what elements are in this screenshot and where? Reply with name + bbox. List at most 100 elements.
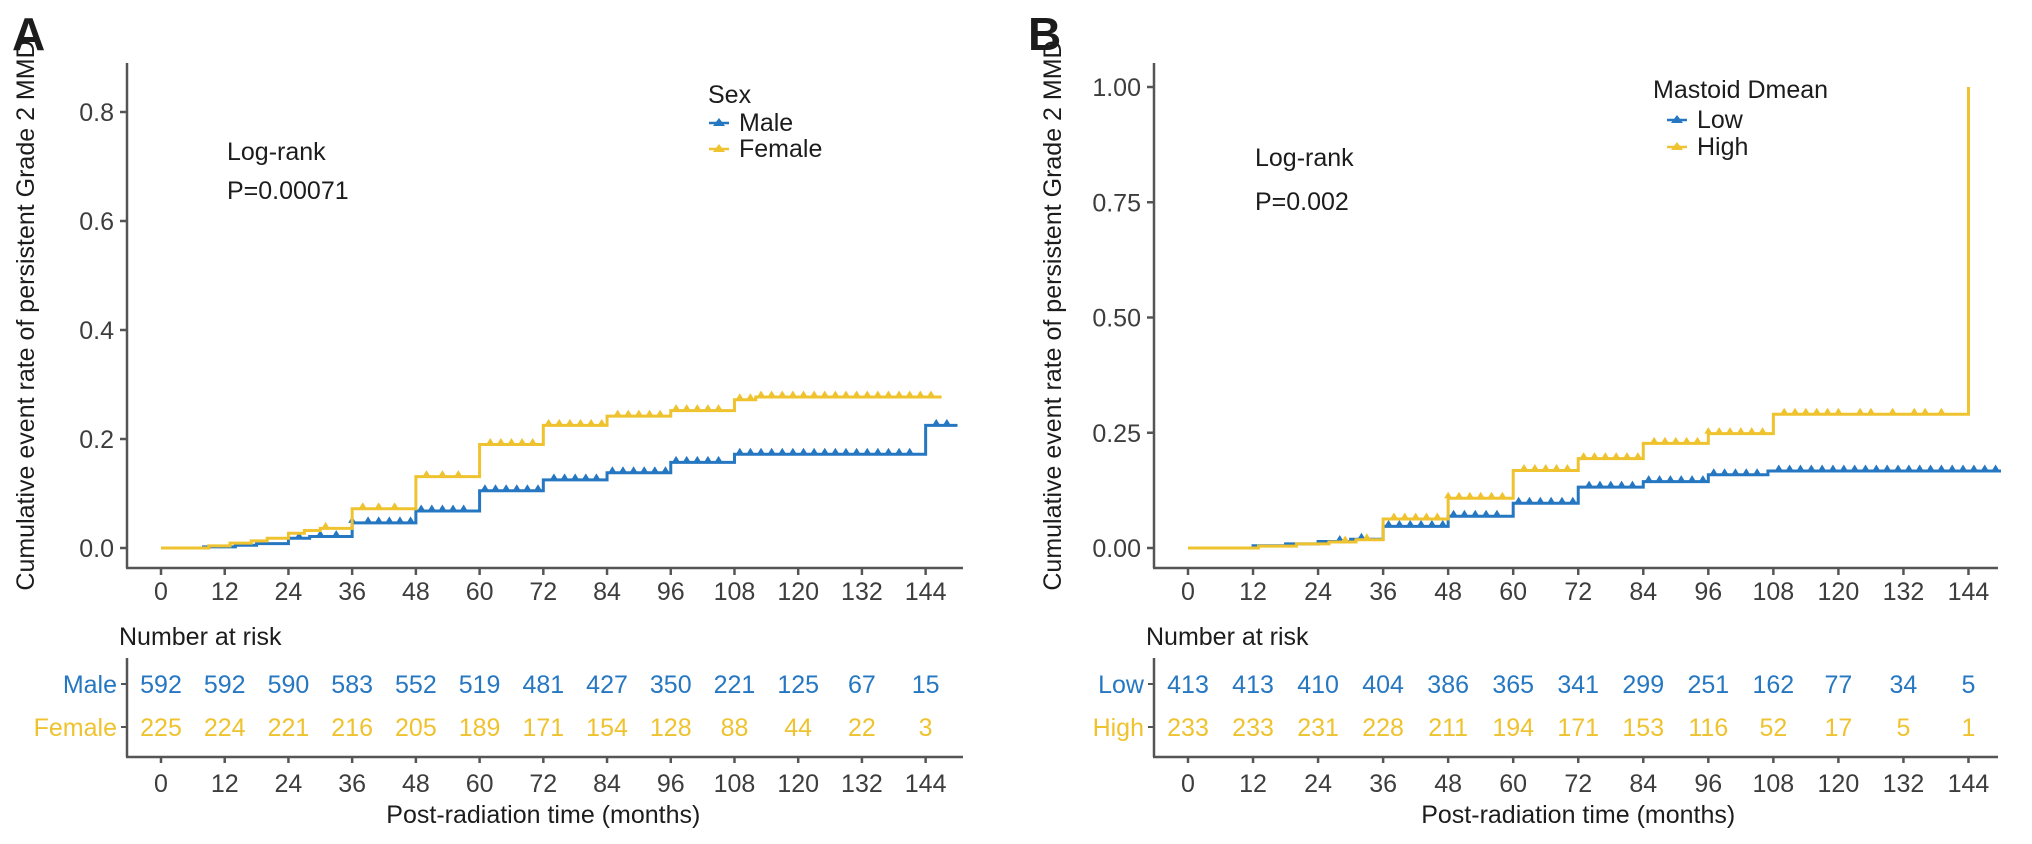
censor-mark	[316, 530, 325, 537]
censor-mark	[932, 418, 941, 426]
risk-value: 125	[777, 671, 819, 699]
censor-mark	[1785, 464, 1794, 472]
censor-mark	[496, 437, 505, 445]
censor-mark	[406, 516, 415, 523]
censor-mark	[863, 447, 872, 455]
censor-mark	[852, 390, 861, 398]
censor-mark	[1677, 475, 1686, 482]
risk-value: 413	[1232, 671, 1274, 699]
censor-mark	[1395, 519, 1404, 527]
x-axis-title: Post-radiation time (months)	[1421, 801, 1735, 829]
censor-mark	[1856, 407, 1865, 415]
risk-value: 22	[848, 714, 876, 742]
censor-mark	[1791, 407, 1800, 415]
risk-value: 224	[204, 714, 246, 742]
risk-value: 221	[714, 671, 756, 699]
censor-mark	[873, 447, 882, 455]
censor-mark	[1742, 468, 1751, 475]
risk-value: 413	[1167, 671, 1209, 699]
risk-value: 162	[1753, 671, 1795, 699]
x-tick-label: 132	[841, 578, 883, 606]
x-tick-label: 120	[777, 578, 819, 606]
risk-value: 171	[1557, 714, 1599, 742]
risk-axis-tick-label: 108	[714, 770, 756, 798]
censor-mark	[1883, 464, 1892, 472]
censor-mark	[518, 437, 527, 445]
censor-mark	[778, 447, 787, 455]
risk-axis-tick-label: 96	[1694, 770, 1722, 798]
risk-value: 44	[784, 714, 812, 742]
censor-mark	[1644, 475, 1653, 482]
x-tick-label: 24	[275, 578, 303, 606]
censor-mark	[916, 390, 925, 398]
censor-mark	[565, 418, 574, 426]
censor-mark	[1720, 468, 1729, 475]
risk-value: 52	[1759, 714, 1787, 742]
risk-value: 519	[459, 671, 501, 699]
risk-value: 481	[522, 671, 564, 699]
censor-mark	[1866, 407, 1875, 415]
censor-mark	[1422, 512, 1431, 519]
censor-mark	[549, 473, 558, 480]
censor-mark	[592, 473, 601, 480]
censor-mark	[438, 504, 447, 511]
risk-axis-tick-label: 24	[1304, 770, 1332, 798]
legend-title: Mastoid Dmean	[1653, 76, 1828, 104]
x-tick-label: 96	[1694, 578, 1722, 606]
censor-mark	[1894, 464, 1903, 472]
censor-mark	[1937, 407, 1946, 415]
legend-marker-low-icon	[1671, 115, 1683, 123]
censor-mark	[544, 418, 553, 426]
censor-mark	[528, 437, 537, 445]
risk-value: 410	[1297, 671, 1339, 699]
censor-mark	[1709, 468, 1718, 475]
censor-mark	[449, 504, 458, 511]
censor-mark	[581, 473, 590, 480]
censor-mark	[863, 390, 872, 398]
risk-value: 3	[919, 714, 933, 742]
risk-axis-tick-label: 96	[657, 770, 685, 798]
x-tick-label: 12	[211, 578, 239, 606]
legend-marker-high-icon	[1671, 142, 1683, 150]
censor-mark	[693, 455, 702, 463]
censor-mark	[1888, 407, 1897, 415]
risk-value: 251	[1687, 671, 1729, 699]
censor-mark	[1834, 407, 1843, 415]
censor-mark	[374, 516, 383, 523]
risk-value: 350	[650, 671, 692, 699]
censor-mark	[672, 455, 681, 463]
censor-mark	[778, 390, 787, 398]
censor-mark	[841, 390, 850, 398]
censor-mark	[820, 447, 829, 455]
x-tick-label: 84	[593, 578, 621, 606]
risk-value: 552	[395, 671, 437, 699]
censor-mark	[1726, 427, 1734, 434]
censor-mark	[661, 466, 670, 473]
censor-mark	[714, 404, 723, 411]
censor-mark	[459, 504, 468, 511]
legend-title: Sex	[708, 81, 752, 109]
censor-mark	[613, 409, 622, 417]
risk-row-label-low: Low	[1098, 671, 1145, 699]
censor-mark	[926, 390, 935, 398]
censor-mark	[1872, 464, 1881, 472]
number-at-risk-title: Number at risk	[119, 623, 282, 651]
risk-axis-tick-label: 60	[1499, 770, 1527, 798]
censor-mark	[534, 484, 543, 491]
x-tick-label: 144	[1948, 578, 1990, 606]
censor-mark	[486, 437, 495, 445]
censor-mark	[1828, 464, 1837, 472]
censor-mark	[1698, 475, 1707, 482]
censor-mark	[1476, 491, 1485, 499]
y-tick-label: 1.00	[1092, 74, 1141, 102]
risk-axis-tick-label: 84	[1629, 770, 1657, 798]
risk-value: 116	[1688, 714, 1728, 742]
censor-mark	[1704, 427, 1713, 434]
risk-axis-tick-label: 144	[1948, 770, 1990, 798]
risk-axis-tick-label: 108	[1753, 770, 1795, 798]
censor-mark	[757, 390, 766, 398]
censor-mark	[714, 455, 723, 463]
censor-mark	[1471, 509, 1480, 517]
risk-value: 171	[522, 714, 564, 742]
y-tick-label: 0.8	[79, 99, 114, 127]
